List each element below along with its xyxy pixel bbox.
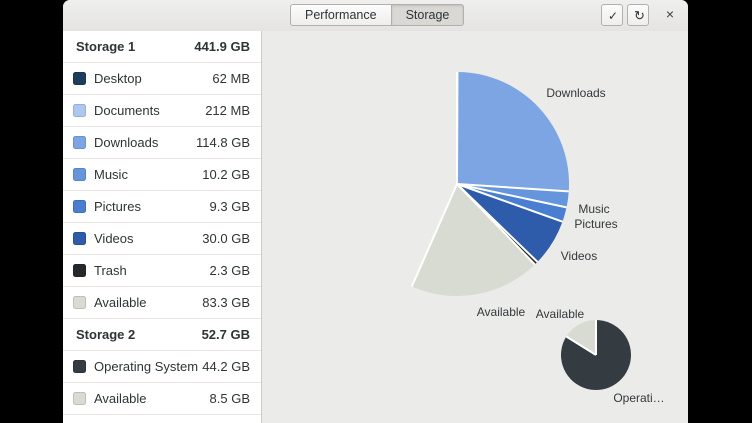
color-swatch (73, 168, 86, 181)
storage-row-videos: Videos 30.0 GB (63, 223, 261, 255)
storage-row-documents: Documents 212 MB (63, 95, 261, 127)
storage-row-desktop: Desktop 62 MB (63, 63, 261, 95)
pie-slice-separator (565, 335, 597, 356)
color-swatch (73, 360, 86, 373)
color-swatch (73, 200, 86, 213)
row-label: Pictures (94, 199, 141, 214)
row-value: 8.5 GB (209, 391, 250, 406)
pie-slice-storage-1-videos (457, 184, 563, 262)
pie-label-downloads: Downloads (546, 86, 605, 100)
row-value: 30.0 GB (202, 231, 250, 246)
color-swatch (73, 296, 86, 309)
pie-slice-separator (456, 183, 569, 193)
app-window: Performance Storage ✓ ↻ × Storage 1 441.9… (63, 0, 688, 423)
header-bar: Performance Storage ✓ ↻ × (63, 0, 688, 32)
row-value: 83.3 GB (202, 295, 250, 310)
row-value: 44.2 GB (202, 359, 250, 374)
pie-slice-storage-1-available (411, 184, 535, 296)
pie-label-operati-: Operati… (613, 391, 664, 405)
row-label: Trash (94, 263, 127, 278)
close-icon: × (665, 6, 675, 22)
close-button[interactable]: × (660, 4, 680, 26)
row-label: Desktop (94, 71, 142, 86)
color-swatch (73, 72, 86, 85)
pie-slice-separator (456, 183, 567, 209)
storage-section-header-storage-2: Storage 2 52.7 GB (63, 319, 261, 351)
storage-row-operating-system: Operating System 44.2 GB (63, 351, 261, 383)
pie-label-videos: Videos (561, 249, 597, 263)
pie-label-pictures: Pictures (574, 217, 617, 231)
confirm-button[interactable]: ✓ (601, 4, 623, 26)
pie-slice-storage-2-available (566, 320, 596, 355)
row-label: Music (94, 167, 128, 182)
storage-row-pictures: Pictures 9.3 GB (63, 191, 261, 223)
storage-row-music: Music 10.2 GB (63, 159, 261, 191)
pie-label-music: Music (578, 202, 609, 216)
storage-list: Storage 1 441.9 GB Desktop 62 MB Documents 21… (63, 31, 262, 423)
row-value: 9.3 GB (209, 199, 250, 214)
color-swatch (73, 264, 86, 277)
refresh-icon: ↻ (634, 8, 645, 23)
row-label: Videos (94, 231, 134, 246)
row-label: Downloads (94, 135, 159, 150)
row-label: Available (94, 391, 147, 406)
storage-row-downloads: Downloads 114.8 GB (63, 127, 261, 159)
color-swatch (73, 136, 86, 149)
view-switcher: Performance Storage (290, 4, 465, 26)
row-label: Available (94, 295, 147, 310)
section-name: Storage 1 (76, 39, 136, 54)
section-total: 441.9 GB (194, 39, 250, 54)
tab-storage[interactable]: Storage (391, 4, 465, 26)
row-label: Documents (94, 103, 160, 118)
pie-slice-separator (456, 183, 536, 266)
storage-row-trash: Trash 2.3 GB (63, 255, 261, 287)
storage-row-available: Available 83.3 GB (63, 287, 261, 319)
pie-label-available: Available (536, 307, 585, 321)
section-name: Storage 2 (76, 327, 136, 342)
row-value: 10.2 GB (202, 167, 250, 182)
storage-row-available: Available 8.5 GB (63, 383, 261, 415)
checkmark-icon: ✓ (608, 9, 619, 23)
color-swatch (73, 392, 86, 405)
pie-slice-separator (456, 183, 563, 223)
storage-section-header-storage-1: Storage 1 441.9 GB (63, 31, 261, 63)
pie-label-available: Available (477, 305, 526, 319)
chart-area: Downloads Music Pictures Videos Available Ava… (261, 31, 688, 423)
color-swatch (73, 104, 86, 117)
color-swatch (73, 232, 86, 245)
row-value: 114.8 GB (196, 135, 250, 150)
row-value: 62 MB (212, 71, 250, 86)
row-value: 212 MB (205, 103, 250, 118)
pie-slice-separator (410, 183, 458, 287)
row-label: Operating System (94, 359, 199, 374)
tab-performance[interactable]: Performance (290, 4, 392, 26)
section-total: 52.7 GB (201, 327, 250, 342)
pie-slice-storage-1-downloads (457, 72, 569, 192)
refresh-button[interactable]: ↻ (627, 4, 649, 26)
row-value: 2.3 GB (209, 263, 250, 278)
